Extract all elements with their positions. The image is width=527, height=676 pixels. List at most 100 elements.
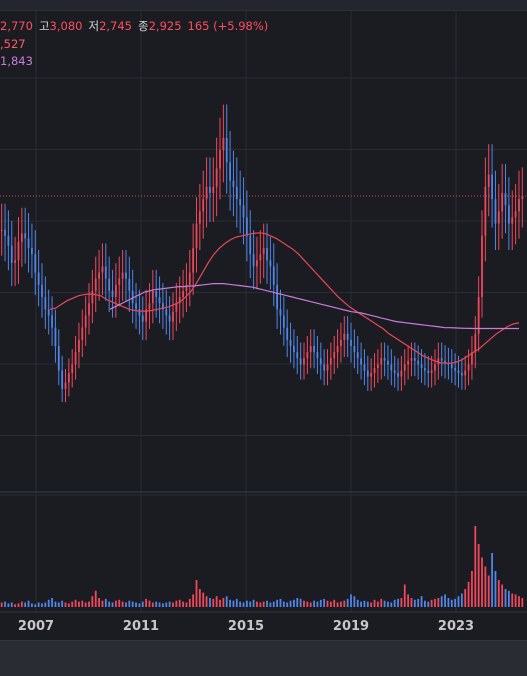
ma-short-line xyxy=(49,232,520,364)
volume-bar xyxy=(175,600,178,607)
candle-body xyxy=(397,372,399,377)
candle-body xyxy=(269,260,272,267)
candle-body xyxy=(245,217,248,236)
volume-bar xyxy=(94,590,97,607)
candle-body xyxy=(205,186,208,200)
volume-bar xyxy=(108,601,111,607)
candle-body xyxy=(393,370,396,373)
volume-bar xyxy=(259,602,262,607)
candle-body xyxy=(20,233,23,242)
volume-bar xyxy=(518,596,520,607)
volume-bar xyxy=(440,596,443,607)
volume-bar xyxy=(101,600,104,607)
volume-bar xyxy=(81,600,84,607)
volume-bar xyxy=(20,601,23,607)
top-toolbar xyxy=(0,0,527,11)
candle-body xyxy=(286,327,289,340)
candle-body xyxy=(363,364,366,371)
candle-body xyxy=(477,297,480,334)
candle-body xyxy=(518,199,520,212)
candle-body xyxy=(403,364,406,371)
volume-bar xyxy=(121,601,124,607)
candle-body xyxy=(128,278,131,291)
candle-body xyxy=(366,370,369,377)
candle-body xyxy=(165,309,168,316)
volume-bar xyxy=(245,600,248,607)
candle-body xyxy=(104,266,107,279)
candle-body xyxy=(74,352,77,365)
candle-body xyxy=(158,297,161,304)
volume-bar xyxy=(477,544,480,607)
volume-bar xyxy=(376,601,379,607)
volume-bar xyxy=(0,602,3,607)
volume-bar xyxy=(514,594,517,607)
candle-body xyxy=(54,327,57,347)
volume-bar xyxy=(326,600,329,607)
volume-bar xyxy=(10,602,13,607)
volume-bar xyxy=(212,598,215,607)
candle-body xyxy=(41,284,43,298)
volume-bar xyxy=(111,602,114,607)
candle-body xyxy=(94,278,97,291)
candle-body xyxy=(390,364,393,371)
volume-bar xyxy=(356,599,359,607)
volume-bar xyxy=(460,593,463,607)
candle-body xyxy=(380,358,383,365)
volume-bar xyxy=(336,602,339,607)
candle-body xyxy=(360,358,362,365)
candle-body xyxy=(417,360,420,365)
candle-body xyxy=(239,199,242,206)
volume-bar xyxy=(215,596,218,607)
close-label: 종 xyxy=(138,19,149,33)
candle-body xyxy=(450,364,453,369)
candle-body xyxy=(279,309,282,316)
candle-body xyxy=(225,137,228,163)
volume-bar xyxy=(286,602,289,607)
candle-body xyxy=(91,290,94,304)
volume-bar xyxy=(511,593,514,607)
open-value: 2,770 xyxy=(0,19,33,33)
candle-body xyxy=(326,364,329,371)
volume-bar xyxy=(158,602,161,607)
volume-bar xyxy=(430,599,433,607)
candle-body xyxy=(460,372,463,376)
candle-body xyxy=(454,368,457,371)
volume-bar xyxy=(494,571,497,607)
stock-chart[interactable]: 2007 2011 2015 2019 2023 xyxy=(0,11,527,640)
candle-body xyxy=(198,211,201,224)
candle-body xyxy=(67,372,70,383)
volume-bar xyxy=(71,601,74,607)
candle-body xyxy=(444,360,446,364)
volume-bar xyxy=(24,602,27,607)
volume-bar xyxy=(400,598,403,607)
candle-body xyxy=(34,254,37,273)
volume-bar xyxy=(269,602,272,607)
candle-body xyxy=(313,346,315,353)
volume-bar xyxy=(7,603,10,607)
candle-body xyxy=(212,186,215,193)
candle-body xyxy=(293,346,295,353)
candle-body xyxy=(121,272,124,279)
candle-body xyxy=(336,346,339,353)
candle-body xyxy=(242,205,245,218)
volume-bar xyxy=(279,598,282,607)
candle-body xyxy=(78,339,80,353)
volume-bar xyxy=(225,596,228,607)
volume-bar xyxy=(131,601,134,607)
candle-body xyxy=(114,284,117,298)
candle-body xyxy=(101,266,104,273)
volume-bar xyxy=(262,601,265,607)
candle-body xyxy=(353,346,356,353)
volume-bar xyxy=(195,580,198,607)
candle-body xyxy=(162,303,164,310)
volume-bar xyxy=(316,601,319,607)
candle-body xyxy=(175,303,178,312)
volume-bar xyxy=(4,601,6,607)
volume-bar xyxy=(209,598,211,607)
volume-bar xyxy=(125,602,127,607)
volume-bar xyxy=(346,598,349,607)
volume-bar xyxy=(393,599,396,607)
volume-bar xyxy=(410,598,413,607)
volume-bar xyxy=(444,594,446,607)
candle-body xyxy=(437,358,440,365)
